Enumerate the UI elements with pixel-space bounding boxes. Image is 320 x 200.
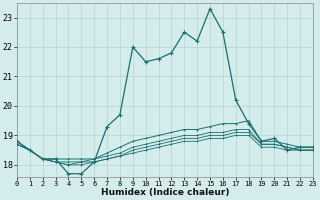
X-axis label: Humidex (Indice chaleur): Humidex (Indice chaleur) <box>101 188 229 197</box>
